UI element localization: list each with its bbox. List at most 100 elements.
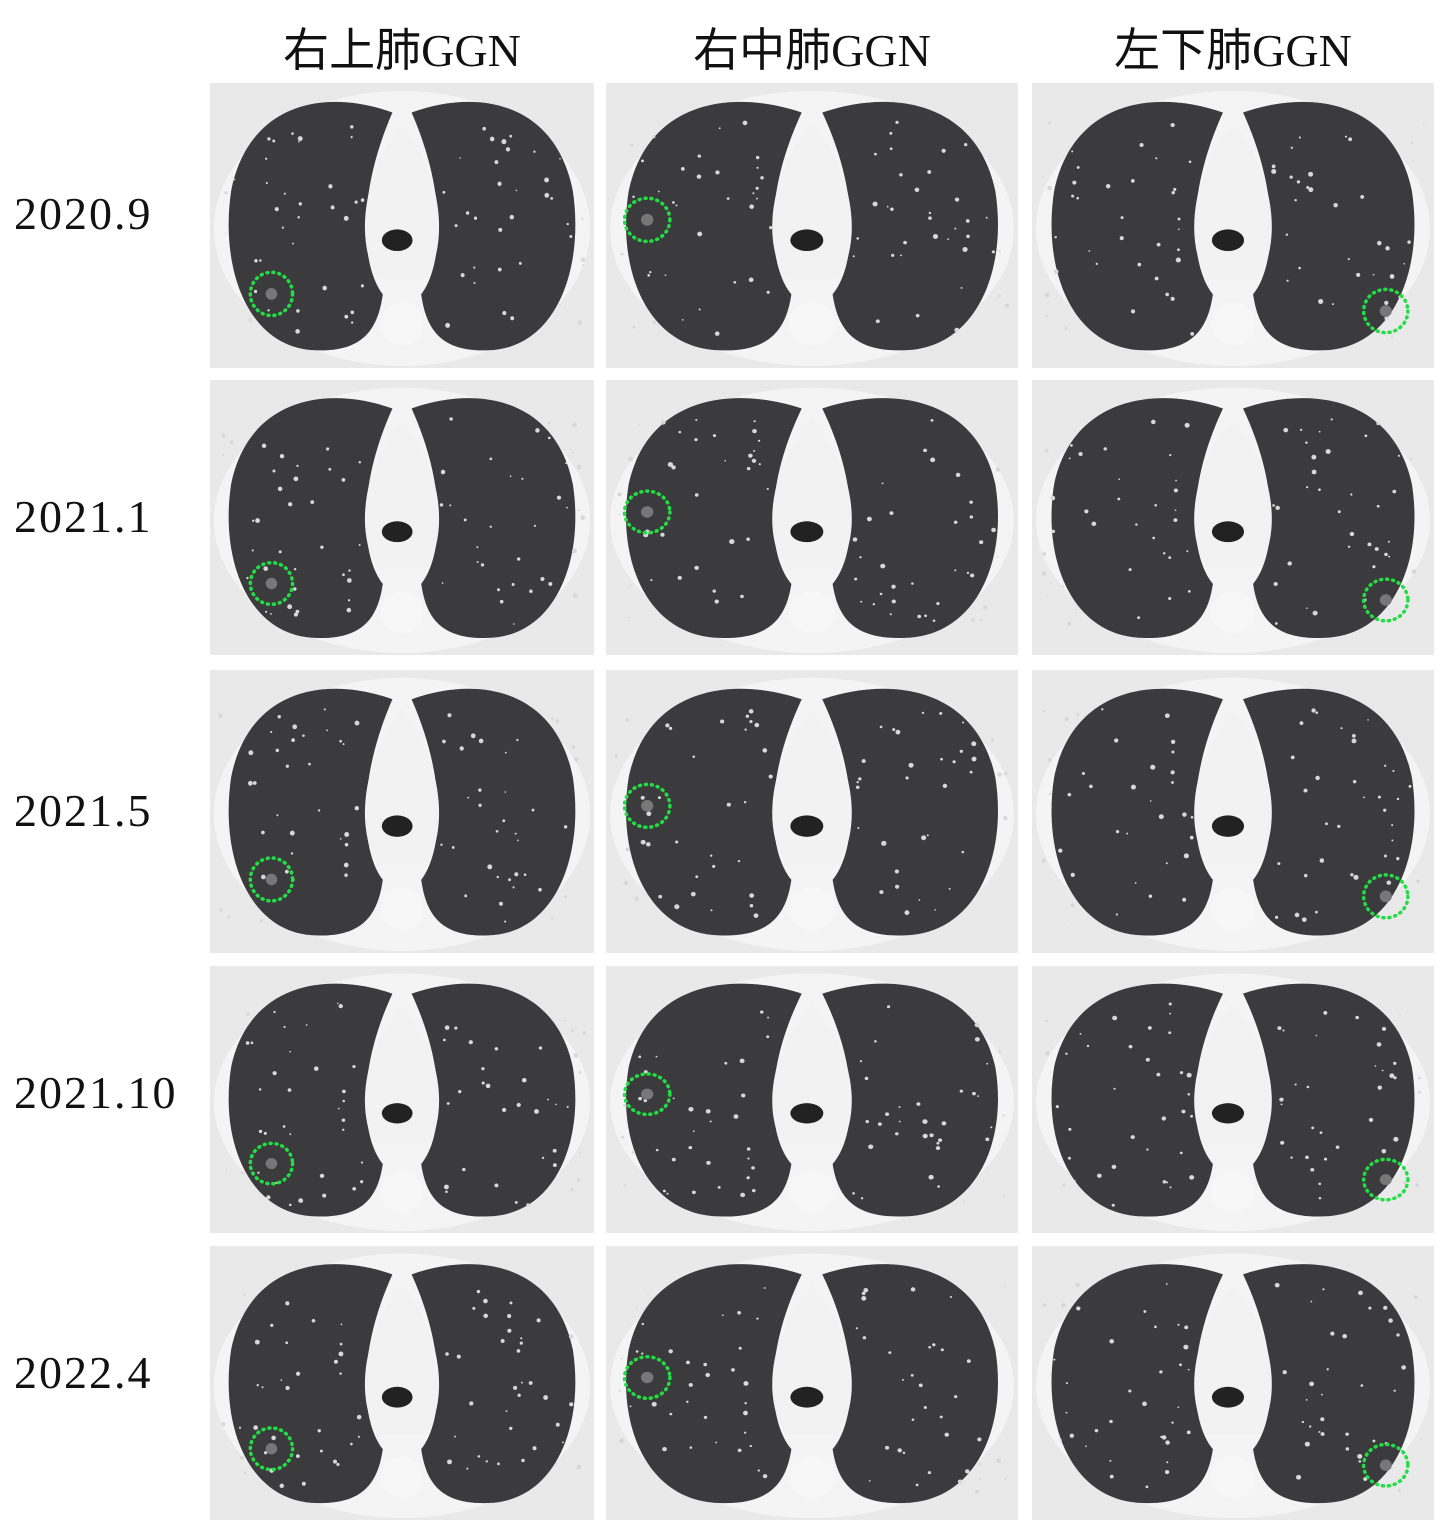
vessel <box>1173 518 1178 522</box>
vessel <box>265 181 268 185</box>
vessel <box>1399 1013 1401 1016</box>
vessel <box>991 738 995 743</box>
vessel <box>497 1462 500 1466</box>
right-lung <box>1051 101 1223 351</box>
vessel <box>940 757 943 761</box>
vessel <box>923 448 928 453</box>
vessel <box>571 548 577 554</box>
vessel <box>487 864 493 870</box>
vessel <box>1150 764 1156 770</box>
vessel <box>1340 727 1343 730</box>
nodule <box>265 1158 278 1170</box>
vessel <box>860 1197 864 1200</box>
vessel <box>954 569 957 572</box>
vessel <box>458 1090 462 1094</box>
vessel <box>323 708 326 711</box>
vessel <box>949 1295 953 1298</box>
vessel <box>1311 454 1317 460</box>
vessel <box>1298 266 1301 270</box>
vessel <box>1401 1365 1406 1370</box>
vessel <box>360 1180 364 1184</box>
vessel <box>688 1106 694 1112</box>
vessel <box>350 125 354 129</box>
spine <box>380 887 424 931</box>
vessel <box>695 875 699 879</box>
vessel <box>293 476 299 482</box>
vessel <box>1280 1140 1285 1145</box>
vessel <box>485 1083 491 1089</box>
vessel <box>521 477 524 480</box>
vessel <box>1418 1076 1422 1080</box>
vessel <box>451 846 455 849</box>
vessel <box>298 1198 304 1203</box>
vessel <box>454 224 458 228</box>
vessel <box>287 1088 292 1092</box>
ggn-marker <box>625 198 670 241</box>
vessel <box>749 1444 753 1448</box>
vessel <box>695 418 698 421</box>
vessel <box>1282 1370 1287 1375</box>
vessel <box>1162 1180 1167 1184</box>
vessel <box>449 504 452 507</box>
row-label: 2021.5 <box>14 785 153 836</box>
vessel <box>899 173 903 177</box>
left-lung <box>1243 688 1415 936</box>
vessel <box>442 1038 446 1042</box>
vessel <box>940 1348 944 1352</box>
vessel <box>1352 734 1356 738</box>
vessel <box>499 599 504 604</box>
vessel <box>282 1125 286 1128</box>
vessel <box>502 311 507 316</box>
vessel <box>576 1178 581 1182</box>
vessel <box>970 618 975 622</box>
airway <box>1211 1386 1245 1408</box>
vessel <box>548 582 553 586</box>
vessel <box>219 908 223 912</box>
vessel <box>1165 1440 1170 1445</box>
vessel <box>655 1148 659 1152</box>
vessel <box>714 599 719 604</box>
vessel <box>445 1352 449 1356</box>
vessel <box>246 1012 250 1017</box>
vessel <box>1306 186 1310 189</box>
airway <box>1211 521 1245 543</box>
vessel <box>1320 1417 1325 1422</box>
vessel <box>255 518 260 523</box>
vessel <box>1393 1061 1397 1065</box>
vessel <box>270 1323 274 1327</box>
vessel <box>961 721 965 724</box>
vessel <box>1356 272 1361 277</box>
left-lung <box>1243 398 1415 639</box>
vessel <box>1047 758 1052 762</box>
vessel <box>285 1341 289 1345</box>
vessel <box>543 1395 549 1400</box>
vessel <box>564 895 568 899</box>
vessel <box>710 909 713 912</box>
vessel <box>1154 503 1158 507</box>
vessel <box>894 869 900 874</box>
vessel <box>505 147 511 152</box>
vessel <box>756 197 758 200</box>
vessel <box>632 195 635 199</box>
vessel <box>650 579 653 582</box>
vessel <box>281 226 284 229</box>
vessel <box>937 1185 941 1188</box>
vessel <box>1183 1344 1189 1350</box>
vessel <box>481 1081 485 1085</box>
vessel <box>489 525 492 528</box>
vessel <box>751 458 757 463</box>
right-lung <box>626 1264 802 1504</box>
vessel <box>1119 236 1124 241</box>
vessel <box>358 461 362 464</box>
vessel <box>1177 1406 1180 1409</box>
right-lung <box>1051 983 1223 1217</box>
vessel <box>864 1076 869 1081</box>
vessel <box>1364 434 1368 438</box>
vessel <box>221 433 226 438</box>
vessel <box>1367 719 1369 721</box>
vessel <box>643 1070 648 1074</box>
vessel <box>1160 1435 1163 1439</box>
vessel <box>462 1167 466 1172</box>
vessel <box>547 421 551 425</box>
vessel <box>1381 1026 1387 1031</box>
